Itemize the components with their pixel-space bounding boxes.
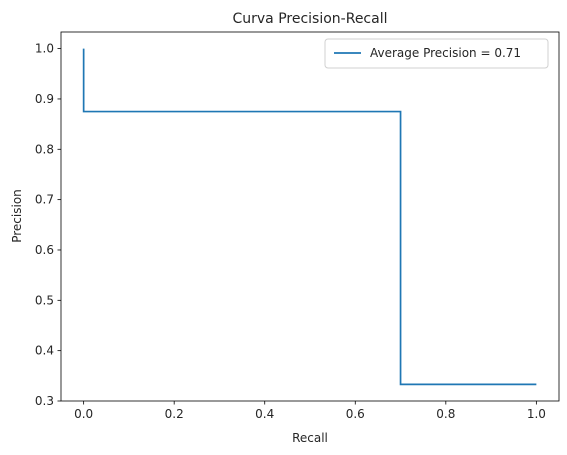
legend-box: [324, 38, 549, 69]
x-axis-ticks: 0.0 0.2 0.4 0.6 0.8 1.0: [74, 401, 546, 421]
y-axis-ticks: 0.3 0.4 0.5 0.6 0.7 0.8 0.9 1.0: [35, 42, 61, 408]
y-tick-label: 0.5: [35, 293, 54, 307]
chart-title: Curva Precision-Recall: [232, 11, 387, 27]
plot-area: [60, 31, 560, 402]
series-layer: [82, 48, 537, 386]
y-axis-label: Precision: [10, 189, 24, 243]
plot-frame: [60, 31, 560, 402]
x-axis-label: Recall: [292, 431, 328, 445]
y-tick-label: 1.0: [35, 42, 54, 56]
y-tick-label: 0.6: [35, 243, 54, 257]
x-tick-label: 1.0: [527, 407, 546, 421]
legend-entry-label: Average Precision = 0.71: [370, 46, 521, 60]
x-tick-label: 0.2: [165, 407, 184, 421]
y-tick-label: 0.4: [35, 344, 54, 358]
y-tick-label: 0.9: [35, 92, 54, 106]
y-tick-label: 0.7: [35, 193, 54, 207]
y-tick-label: 0.3: [35, 394, 54, 408]
x-tick-label: 0.6: [346, 407, 365, 421]
x-tick-label: 0.4: [255, 407, 274, 421]
x-tick-label: 0.8: [436, 407, 455, 421]
series-line: [82, 48, 537, 386]
x-tick-label: 0.0: [74, 407, 93, 421]
y-tick-label: 0.8: [35, 142, 54, 156]
legend: Average Precision = 0.71: [324, 38, 549, 69]
